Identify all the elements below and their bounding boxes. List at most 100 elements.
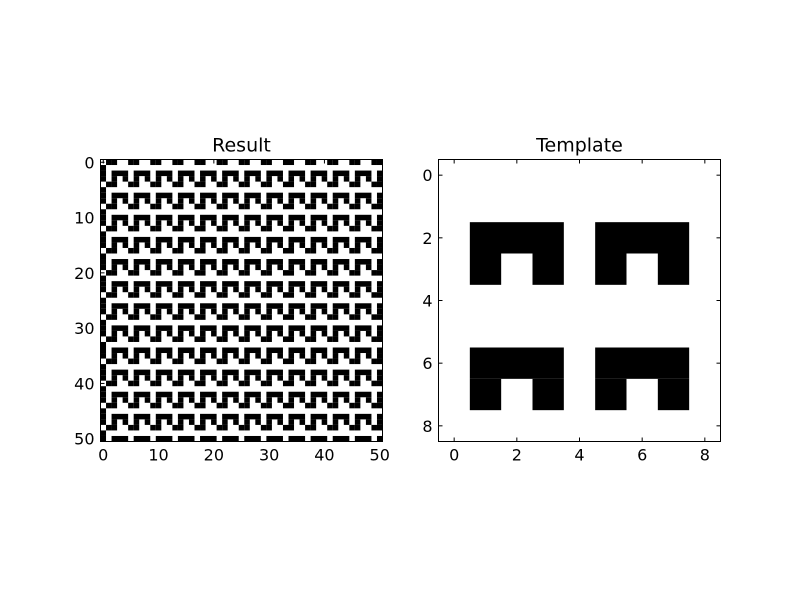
heatmap-cell xyxy=(111,214,129,221)
heatmap-cell xyxy=(100,259,107,265)
heatmap-cell xyxy=(166,176,173,182)
heatmap-cell xyxy=(133,413,151,420)
heatmap-cell xyxy=(150,225,156,232)
heatmap-cell xyxy=(354,286,361,293)
heatmap-cell xyxy=(266,225,272,232)
heatmap-cell xyxy=(122,176,129,182)
heatmap-cell xyxy=(321,286,328,293)
heatmap-cell xyxy=(332,424,339,431)
heatmap-cell xyxy=(177,281,195,287)
heatmap-cell xyxy=(100,209,107,215)
heatmap-cell xyxy=(200,220,206,226)
heatmap-cell xyxy=(100,419,107,425)
heatmap-cell xyxy=(288,353,295,359)
chart-title: Template xyxy=(535,135,623,157)
heatmap-cell xyxy=(354,259,372,265)
heatmap-cell xyxy=(238,358,245,365)
heatmap-cell xyxy=(354,220,361,226)
heatmap-cell xyxy=(288,247,295,254)
heatmap-cell xyxy=(111,375,118,381)
heatmap-cell xyxy=(255,397,261,403)
heatmap-cell xyxy=(177,198,184,204)
heatmap-cell xyxy=(100,430,107,436)
heatmap-cell xyxy=(266,292,272,298)
heatmap-cell xyxy=(150,336,156,342)
heatmap-cell xyxy=(177,413,195,420)
heatmap-cell xyxy=(111,159,118,166)
heatmap-cell xyxy=(244,413,261,420)
heatmap-cell xyxy=(155,330,162,337)
heatmap-cell xyxy=(365,264,372,271)
heatmap-cell xyxy=(310,308,317,315)
heatmap-cell xyxy=(343,353,350,359)
heatmap-cell xyxy=(155,314,162,320)
heatmap-cell xyxy=(222,358,228,365)
heatmap-cell xyxy=(282,292,289,298)
heatmap-cell xyxy=(233,286,239,293)
heatmap-cell xyxy=(288,369,306,376)
heatmap-cell xyxy=(233,176,239,182)
heatmap-cell xyxy=(100,319,107,326)
heatmap-cell xyxy=(188,242,195,248)
heatmap-cell xyxy=(172,247,178,254)
x-tick-label: 6 xyxy=(637,446,647,465)
heatmap-cell xyxy=(155,286,162,293)
heatmap-cell xyxy=(100,303,107,309)
heatmap-cell xyxy=(282,225,289,232)
heatmap-cell xyxy=(188,198,195,204)
heatmap-cell xyxy=(349,270,355,276)
heatmap-cell xyxy=(244,325,261,331)
heatmap-cell xyxy=(343,242,350,248)
heatmap-cell xyxy=(310,270,317,276)
heatmap-cell xyxy=(332,347,350,354)
heatmap-cell xyxy=(376,397,383,403)
heatmap-cell xyxy=(133,347,151,354)
heatmap-cell xyxy=(376,192,383,199)
heatmap-cell xyxy=(222,402,228,409)
heatmap-cell xyxy=(244,358,250,365)
x-tick-label: 0 xyxy=(98,446,108,465)
y-tick-label: 30 xyxy=(74,319,94,338)
heatmap-cell xyxy=(327,424,333,431)
heatmap-cell xyxy=(332,192,350,199)
heatmap-cell xyxy=(144,330,151,337)
heatmap-cell xyxy=(177,424,184,431)
heatmap-cell xyxy=(310,176,317,182)
heatmap-cell xyxy=(133,270,140,276)
heatmap-cell xyxy=(222,192,239,199)
heatmap-cell xyxy=(349,203,355,210)
heatmap-cell xyxy=(194,402,201,409)
heatmap-cell xyxy=(266,181,272,188)
heatmap-cell xyxy=(305,203,311,210)
heatmap-cell xyxy=(288,176,295,182)
heatmap-cell xyxy=(222,308,228,315)
heatmap-cell xyxy=(111,308,118,315)
heatmap-cell xyxy=(332,314,339,320)
heatmap-cell xyxy=(321,375,328,381)
heatmap-cell xyxy=(288,314,295,320)
heatmap-cell xyxy=(177,286,184,293)
heatmap-cell xyxy=(310,336,317,342)
heatmap-cell xyxy=(365,419,372,425)
heatmap-cell xyxy=(106,424,112,431)
heatmap-cell xyxy=(260,181,267,188)
heatmap-cell xyxy=(266,397,272,403)
heatmap-cell xyxy=(310,419,317,425)
heatmap-cell xyxy=(376,330,383,337)
heatmap-cell xyxy=(100,220,107,226)
heatmap-cell xyxy=(177,170,195,177)
heatmap-cell xyxy=(266,281,283,287)
heatmap-cell xyxy=(100,286,107,293)
heatmap-cell xyxy=(128,292,134,298)
heatmap-cell xyxy=(266,314,272,320)
heatmap-cell xyxy=(100,347,107,354)
heatmap-cell xyxy=(349,159,355,166)
heatmap-cell xyxy=(376,353,383,359)
heatmap-cell xyxy=(332,397,339,403)
heatmap-cell xyxy=(365,176,372,182)
heatmap-cell xyxy=(177,270,184,276)
heatmap-cell xyxy=(177,391,195,398)
y-tick-label: 10 xyxy=(74,209,94,228)
heatmap-cell xyxy=(332,159,339,166)
heatmap-cell xyxy=(376,303,383,309)
